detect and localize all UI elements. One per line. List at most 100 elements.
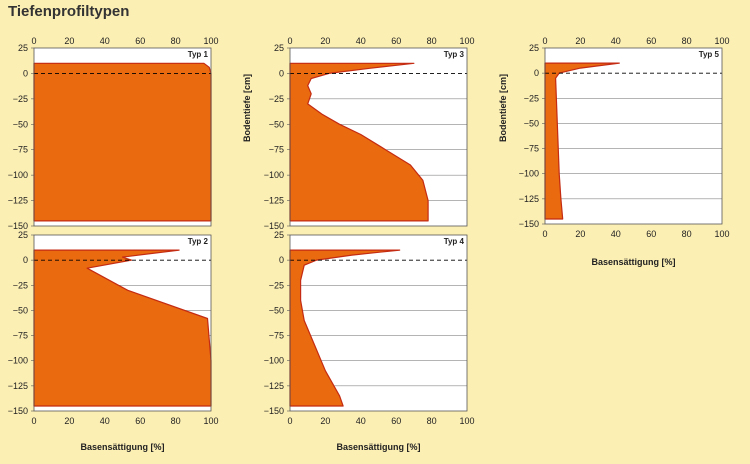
x-tick-label-bottom: 60: [646, 229, 656, 239]
x-tick-label-top: 60: [135, 36, 145, 46]
panel-label: Typ 3: [444, 50, 465, 59]
x-tick-label-top: 100: [714, 36, 729, 46]
y-tick-label: 0: [23, 68, 28, 78]
y-tick-label: −25: [13, 94, 28, 104]
plot-frame: [289, 47, 468, 227]
y-tick-label: 25: [274, 43, 284, 53]
x-tick-label-top: 20: [320, 36, 330, 46]
y-tick-label: −100: [519, 169, 539, 179]
x-tick-label-top: 0: [542, 36, 547, 46]
x-tick-label-bottom: 40: [356, 416, 366, 426]
x-tick-label-top: 0: [287, 36, 292, 46]
x-tick-label-bottom: 20: [575, 229, 585, 239]
y-tick-label: 25: [18, 230, 28, 240]
profile-area: [289, 62, 429, 222]
y-tick-label: −75: [524, 144, 539, 154]
y-tick-label: 0: [279, 255, 284, 265]
x-tick-label-top: 40: [611, 36, 621, 46]
y-tick-label: −50: [269, 119, 284, 129]
y-tick-label: 25: [18, 43, 28, 53]
y-tick-label: −25: [269, 94, 284, 104]
x-tick-label-bottom: 80: [171, 416, 181, 426]
x-tick-label-bottom: 100: [714, 229, 729, 239]
x-tick-label-top: 80: [427, 36, 437, 46]
panel-label: Typ 5: [699, 50, 720, 59]
x-tick-label-bottom: 0: [287, 416, 292, 426]
x-tick-label-top: 80: [682, 36, 692, 46]
x-tick-label-top: 60: [391, 36, 401, 46]
y-tick-label: −25: [524, 93, 539, 103]
x-tick-label-top: 60: [646, 36, 656, 46]
x-tick-label-bottom: 20: [64, 416, 74, 426]
panel-label: Typ 1: [188, 50, 209, 59]
x-tick-label-bottom: 40: [611, 229, 621, 239]
figure-title: Tiefenprofiltypen: [8, 3, 130, 20]
y-tick-label: −150: [264, 221, 284, 231]
panel-label: Typ 2: [188, 237, 209, 246]
y-tick-label: −50: [13, 305, 28, 315]
y-tick-label: −100: [264, 170, 284, 180]
y-tick-label: −125: [264, 196, 284, 206]
x-tick-label-bottom: 100: [459, 416, 474, 426]
plot-frame: [33, 47, 212, 227]
x-tick-label-bottom: 80: [682, 229, 692, 239]
x-tick-label-top: 80: [171, 36, 181, 46]
x-tick-label-top: 20: [64, 36, 74, 46]
x-tick-label-bottom: 80: [427, 416, 437, 426]
y-tick-label: −150: [8, 221, 28, 231]
x-axis-label: Basensättigung [%]: [591, 257, 675, 267]
y-tick-label: −50: [13, 119, 28, 129]
y-tick-label: −125: [8, 196, 28, 206]
plot-frame: [33, 234, 212, 412]
y-tick-label: −125: [519, 194, 539, 204]
x-tick-label-top: 0: [31, 36, 36, 46]
x-tick-label-bottom: 0: [31, 416, 36, 426]
y-tick-label: −150: [8, 406, 28, 416]
y-tick-label: −50: [269, 305, 284, 315]
x-axis-label: Basensättigung [%]: [336, 442, 420, 452]
y-axis-label: Bodentiefe [cm]: [242, 74, 252, 142]
panel-label: Typ 4: [444, 237, 465, 246]
y-tick-label: −100: [8, 170, 28, 180]
y-tick-label: −125: [8, 381, 28, 391]
y-tick-label: −50: [524, 118, 539, 128]
x-tick-label-bottom: 60: [391, 416, 401, 426]
y-tick-label: −75: [269, 331, 284, 341]
x-tick-label-bottom: 60: [135, 416, 145, 426]
plot-frame: [289, 234, 468, 412]
profile-area: [544, 62, 620, 220]
y-tick-label: −25: [269, 280, 284, 290]
y-tick-label: −125: [264, 381, 284, 391]
y-tick-label: 0: [534, 68, 539, 78]
x-tick-label-bottom: 40: [100, 416, 110, 426]
plot-area: [545, 48, 722, 224]
x-tick-label-top: 20: [575, 36, 585, 46]
x-tick-label-top: 40: [100, 36, 110, 46]
x-tick-label-bottom: 100: [203, 416, 218, 426]
y-tick-label: −75: [269, 145, 284, 155]
profile-area: [33, 62, 212, 222]
y-tick-label: −150: [519, 219, 539, 229]
x-tick-label-bottom: 20: [320, 416, 330, 426]
plot-frame: [544, 47, 723, 225]
y-tick-label: 0: [279, 68, 284, 78]
x-tick-label-top: 100: [459, 36, 474, 46]
profile-area: [33, 249, 212, 407]
y-tick-label: 25: [274, 230, 284, 240]
y-tick-label: −75: [13, 331, 28, 341]
x-tick-label-bottom: 0: [542, 229, 547, 239]
y-tick-label: −100: [264, 356, 284, 366]
y-tick-label: −25: [13, 280, 28, 290]
x-tick-label-top: 100: [203, 36, 218, 46]
y-tick-label: −100: [8, 356, 28, 366]
profile-area: [289, 249, 401, 407]
y-tick-label: −150: [264, 406, 284, 416]
y-axis-label: Bodentiefe [cm]: [498, 74, 508, 142]
y-tick-label: −75: [13, 145, 28, 155]
